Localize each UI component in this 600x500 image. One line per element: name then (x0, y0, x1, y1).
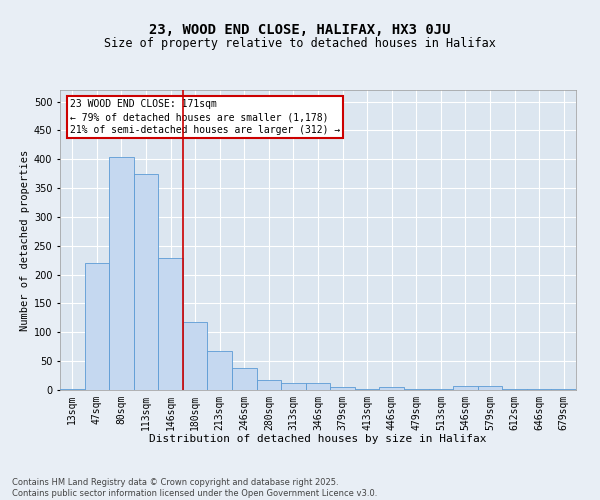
X-axis label: Distribution of detached houses by size in Halifax: Distribution of detached houses by size … (149, 434, 487, 444)
Bar (134, 174, 158, 390)
Bar (478, 386, 502, 390)
Text: 23 WOOD END CLOSE: 171sqm
← 79% of detached houses are smaller (1,178)
21% of se: 23 WOOD END CLOSE: 171sqm ← 79% of detac… (70, 99, 341, 136)
Y-axis label: Number of detached properties: Number of detached properties (20, 150, 29, 330)
Bar (60, 389, 85, 390)
Bar (158, 258, 183, 390)
Text: Size of property relative to detached houses in Halifax: Size of property relative to detached ho… (104, 38, 496, 51)
Bar (232, 368, 257, 390)
Text: Contains HM Land Registry data © Crown copyright and database right 2025.
Contai: Contains HM Land Registry data © Crown c… (12, 478, 377, 498)
Bar (306, 383, 330, 390)
Bar (453, 386, 478, 390)
Bar (183, 322, 208, 390)
Bar (208, 351, 232, 390)
Bar (379, 386, 404, 390)
Bar (257, 380, 281, 390)
Bar (85, 263, 109, 390)
Bar (109, 158, 134, 390)
Text: 23, WOOD END CLOSE, HALIFAX, HX3 0JU: 23, WOOD END CLOSE, HALIFAX, HX3 0JU (149, 22, 451, 36)
Bar (330, 387, 355, 390)
Bar (281, 382, 306, 390)
